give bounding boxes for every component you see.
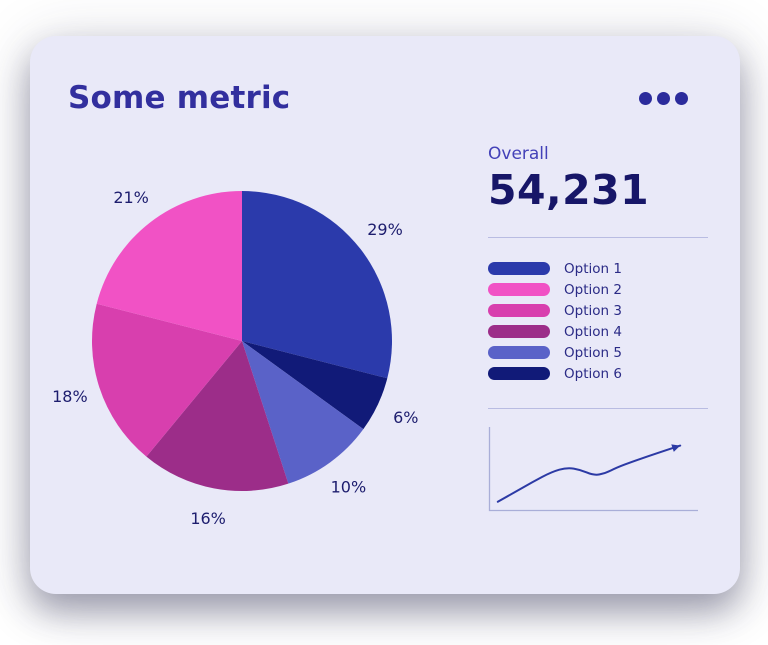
trend-arrowhead-icon: [671, 444, 681, 452]
legend-swatch: [488, 262, 550, 275]
legend-label: Option 3: [564, 302, 622, 319]
legend-item: Option 5: [488, 342, 708, 363]
divider: [488, 237, 708, 238]
legend-item: Option 1: [488, 258, 708, 279]
legend-swatch: [488, 283, 550, 296]
overall-value: 54,231: [488, 166, 650, 214]
legend-label: Option 1: [564, 260, 622, 277]
pie-slice-option-4: [146, 341, 289, 492]
legend-swatch: [488, 304, 550, 317]
pie-slice-option-5: [242, 341, 364, 484]
pie-slice-option-2: [96, 191, 243, 341]
pie-percent-label: 18%: [52, 387, 88, 406]
kebab-menu-icon: [675, 91, 688, 105]
trend-line: [496, 444, 682, 503]
pie-percent-label: 10%: [331, 477, 367, 496]
kebab-menu-icon: [657, 91, 670, 105]
legend-label: Option 2: [564, 281, 622, 298]
pie-percent-label: 21%: [113, 188, 149, 207]
pie-percent-label: 6%: [393, 408, 418, 427]
legend-swatch: [488, 325, 550, 338]
legend-swatch: [488, 346, 550, 359]
sparkline-axes: [488, 427, 698, 512]
kebab-menu-icon: [639, 91, 652, 105]
legend-label: Option 6: [564, 365, 622, 382]
overall-label: Overall: [488, 144, 549, 164]
card-header: Some metric: [68, 80, 692, 116]
more-options-button[interactable]: [635, 88, 692, 109]
legend-label: Option 4: [564, 323, 622, 340]
pie-chart-svg: 29% 6% 10% 16% 18% 21%: [52, 188, 418, 528]
legend-item: Option 2: [488, 279, 708, 300]
pie-percent-label: 16%: [190, 509, 226, 528]
pie-percent-label: 29%: [367, 220, 403, 239]
metric-card: Some metric 29% 6% 10% 16% 18% 21% Overall 54…: [30, 36, 740, 594]
pie-slice-option-6: [242, 341, 388, 430]
divider: [488, 408, 708, 409]
legend-item: Option 6: [488, 363, 708, 384]
legend: Option 1 Option 2 Option 3 Option 4 Option 5…: [488, 258, 708, 384]
legend-label: Option 5: [564, 344, 622, 361]
pie-chart: 29% 6% 10% 16% 18% 21%: [42, 136, 442, 536]
legend-item: Option 4: [488, 321, 708, 342]
trend-sparkline: [488, 427, 708, 512]
trend-sparkline-svg: [488, 427, 698, 512]
page-title: Some metric: [68, 80, 291, 116]
legend-item: Option 3: [488, 300, 708, 321]
legend-swatch: [488, 367, 550, 380]
pie-slice-option-3: [91, 303, 242, 457]
pie-slice-option-1: [242, 191, 393, 379]
